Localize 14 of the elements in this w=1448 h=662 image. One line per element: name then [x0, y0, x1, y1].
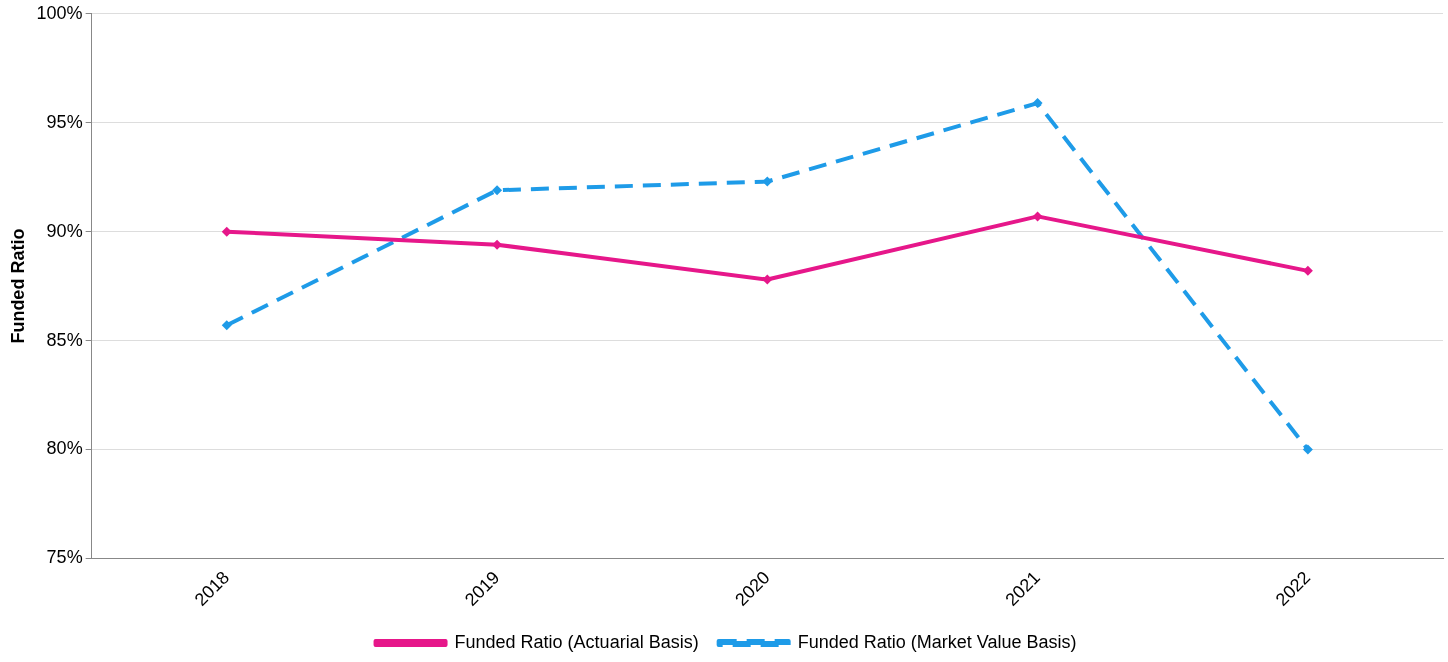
y-tick-label: 80% — [46, 438, 83, 459]
legend-label: Funded Ratio (Actuarial Basis) — [454, 631, 699, 652]
point — [1032, 98, 1043, 109]
legend-label: Funded Ratio (Market Value Basis) — [797, 631, 1077, 652]
y-tick-label: 100% — [36, 2, 83, 23]
point — [221, 320, 232, 331]
point — [1302, 444, 1313, 455]
y-tick-label: 90% — [46, 220, 83, 241]
point — [492, 185, 503, 196]
point — [1032, 211, 1043, 222]
y-axis-title: Funded Ratio — [7, 228, 28, 344]
y-tick-label: 75% — [46, 547, 83, 568]
y-tick-label: 95% — [46, 111, 83, 132]
y-tick-label: 85% — [46, 329, 83, 350]
